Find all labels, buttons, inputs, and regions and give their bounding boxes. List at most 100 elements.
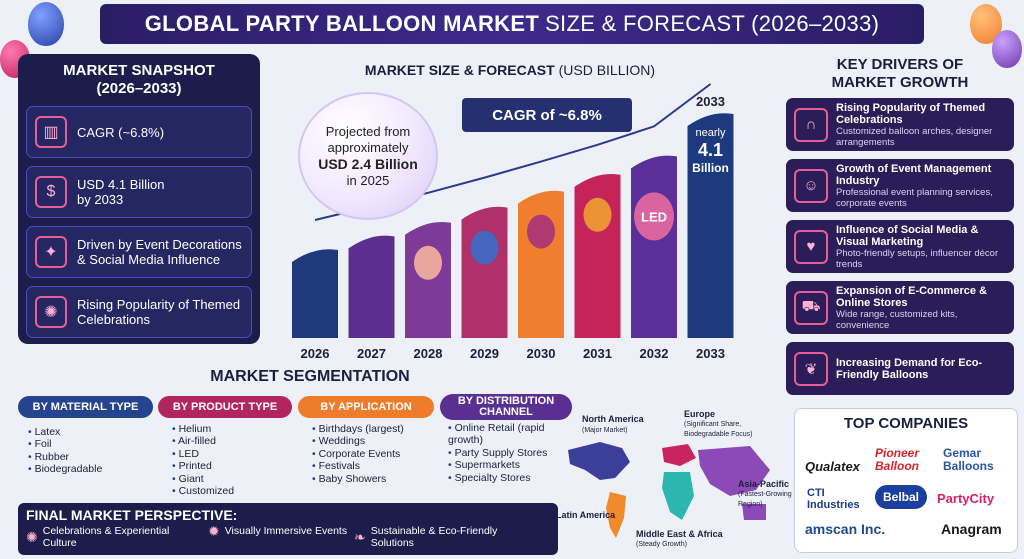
market-size-chart: 2026 2027 2028 2029 2030 2031 2032 2033 2033 near…: [292, 83, 734, 361]
final-item: ✺ Celebrations & Experiential Culture: [26, 525, 196, 549]
immersive-icon: ✹: [208, 523, 220, 539]
projection-bubble: Projected from approximately USD 2.4 Bil…: [298, 92, 438, 220]
x-tick-label: 2030: [527, 346, 556, 361]
snapshot-card-text: CAGR (~6.8%): [77, 124, 165, 140]
bar-2029: [461, 206, 508, 338]
snapshot-card-cagr: ▥ CAGR (~6.8%): [26, 106, 252, 158]
region-label: North America (Major Market): [582, 414, 644, 434]
logo-gemar: Gemar Balloons: [943, 446, 994, 473]
x-tick-label: 2028: [414, 346, 443, 361]
peak-label: 4.1: [698, 140, 723, 160]
chart-title: MARKET SIZE & FORECAST (USD BILLION): [290, 62, 730, 78]
market-snapshot-panel: MARKET SNAPSHOT (2026–2033) ▥ CAGR (~6.8…: [18, 54, 260, 344]
drivers-title: KEY DRIVERS OF MARKET GROWTH: [831, 56, 969, 91]
title-rest: SIZE & FORECAST (2026–2033): [545, 11, 880, 36]
map-north-america: [568, 442, 630, 480]
cagr-banner: CAGR of ~6.8%: [462, 98, 632, 132]
bar-2032: [631, 155, 677, 338]
segment-item: Giant: [172, 473, 292, 485]
party-popper-icon: ✺: [35, 296, 67, 328]
eco-icon: ❧: [354, 529, 366, 545]
bar-2026: [292, 249, 338, 338]
snapshot-card-drivers: ✦ Driven by Event Decorations & Social M…: [26, 226, 252, 278]
snapshot-card-text: USD 4.1 Billion: [77, 177, 165, 192]
final-item-text: Sustainable & Eco-Friendly Solutions: [370, 525, 498, 549]
x-tick-label: 2029: [470, 346, 499, 361]
driver-sub: Photo-friendly setups, influencer décor …: [836, 247, 999, 270]
key-drivers-panel: KEY DRIVERS OF MARKET GROWTH ∩ Rising Po…: [786, 56, 1014, 396]
segment-item: Rubber: [28, 451, 153, 463]
region-label: Europe (Significant Share, Biodegradable …: [684, 409, 753, 439]
segment-item: Corporate Events: [312, 448, 434, 460]
segment-item: Customized: [172, 485, 292, 497]
bar-2028: [405, 222, 451, 338]
peak-label: Billion: [692, 161, 729, 175]
segment-item: LED: [172, 448, 292, 460]
bubble-line2: approximately: [327, 139, 409, 155]
segment-item: Latex: [28, 426, 153, 438]
driver-sub: Wide range, customized kits, convenience: [836, 308, 958, 331]
segment-item: Baby Showers: [312, 473, 434, 485]
bubble-line3: in 2025: [346, 172, 390, 188]
balloon-icon: [28, 2, 64, 46]
snapshot-card-value: $ USD 4.1 Billion by 2033: [26, 166, 252, 218]
driver-heading: Influence of Social Media & Visual Marke…: [836, 223, 979, 248]
growth-chart-icon: ▥: [35, 116, 67, 148]
logo-cti: CTI Industries: [807, 487, 860, 511]
led-label: LED: [641, 209, 667, 224]
segment-item: Online Retail (rapid growth): [448, 422, 572, 447]
segment-list: Online Retail (rapid growth)Party Supply…: [448, 422, 572, 484]
celebration-icon: ✺: [26, 529, 38, 545]
chart-title-main: MARKET SIZE & FORECAST: [364, 62, 555, 78]
balloon-icon: [992, 30, 1022, 68]
balloon-icon: [583, 197, 612, 232]
logo-qualatex: Qualatex: [805, 459, 860, 474]
segment-item: Biodegradable: [28, 463, 153, 475]
segment-pill: BY PRODUCT TYPE: [158, 396, 292, 418]
snapshot-card-themed: ✺ Rising Popularity of Themed Celebratio…: [26, 286, 252, 338]
map-latin-america: [606, 492, 626, 538]
segment-pill: BY MATERIAL TYPE: [18, 396, 153, 418]
chart-title-unit: (USD BILLION): [558, 62, 656, 78]
final-item: ❧ Sustainable & Eco-Friendly Solutions: [354, 525, 534, 549]
logo-amscan: amscan Inc.: [805, 521, 886, 537]
segment-item: Party Supply Stores: [448, 447, 572, 459]
bar-2033: [687, 113, 734, 338]
segment-pill: BY APPLICATION: [298, 396, 434, 418]
logo-anagram: Anagram: [941, 521, 1002, 537]
segment-material: BY MATERIAL TYPE LatexFoilRubberBiodegra…: [18, 396, 153, 476]
x-tick-label: 2031: [583, 346, 612, 361]
eco-hands-icon: ❦: [794, 351, 828, 386]
top-companies-panel: TOP COMPANIES Qualatex Pioneer Balloon G…: [794, 408, 1018, 553]
driver-card: ♥ Influence of Social Media & Visual Mar…: [786, 220, 1014, 273]
segment-application: BY APPLICATION Birthdays (largest)Weddin…: [298, 396, 434, 485]
map-asia-pacific: [698, 446, 770, 496]
peak-label: nearly: [696, 127, 726, 139]
segment-item: Specialty Stores: [448, 472, 572, 484]
driver-heading: Rising Popularity of Themed Celebrations: [836, 101, 986, 126]
snapshot-card-sub: by 2033: [77, 192, 124, 207]
segment-item: Weddings: [312, 435, 434, 447]
snapshot-card-text: Rising Popularity of Themed Celebrations: [77, 297, 241, 327]
final-item-text: Celebrations & Experiential Culture: [42, 525, 170, 549]
segment-item: Printed: [172, 460, 292, 472]
logo-partycity: PartyCity: [937, 491, 995, 506]
segment-item: Birthdays (largest): [312, 423, 434, 435]
segmentation-title: MARKET SEGMENTATION: [210, 368, 410, 385]
title-bold: GLOBAL PARTY BALLOON MARKET: [144, 11, 540, 36]
segment-list: HeliumAir-filledLEDPrintedGiantCustomize…: [172, 423, 292, 497]
driver-card: ❦ Increasing Demand for Eco-Friendly Bal…: [786, 342, 1014, 395]
balloon-arch-icon: ∩: [794, 107, 828, 142]
segment-item: Foil: [28, 438, 153, 450]
region-label: Asia-Pacific (Fastest-Growing Region): [738, 479, 792, 509]
segment-distribution: BY DISTRIBUTION CHANNEL Online Retail (r…: [440, 394, 572, 484]
bubble-bold: USD 2.4 Billion: [318, 155, 418, 172]
segment-product: BY PRODUCT TYPE HeliumAir-filledLEDPrint…: [158, 396, 292, 497]
segment-item: Air-filled: [172, 435, 292, 447]
segment-item: Supermarkets: [448, 459, 572, 471]
final-perspective-panel: FINAL MARKET PERSPECTIVE: ✺ Celebrations …: [18, 503, 558, 555]
bar-2030: [518, 190, 564, 338]
companies-title: TOP COMPANIES: [843, 415, 969, 432]
social-media-icon: ♥: [794, 229, 828, 264]
final-item: ✹ Visually Immersive Events: [208, 523, 348, 539]
